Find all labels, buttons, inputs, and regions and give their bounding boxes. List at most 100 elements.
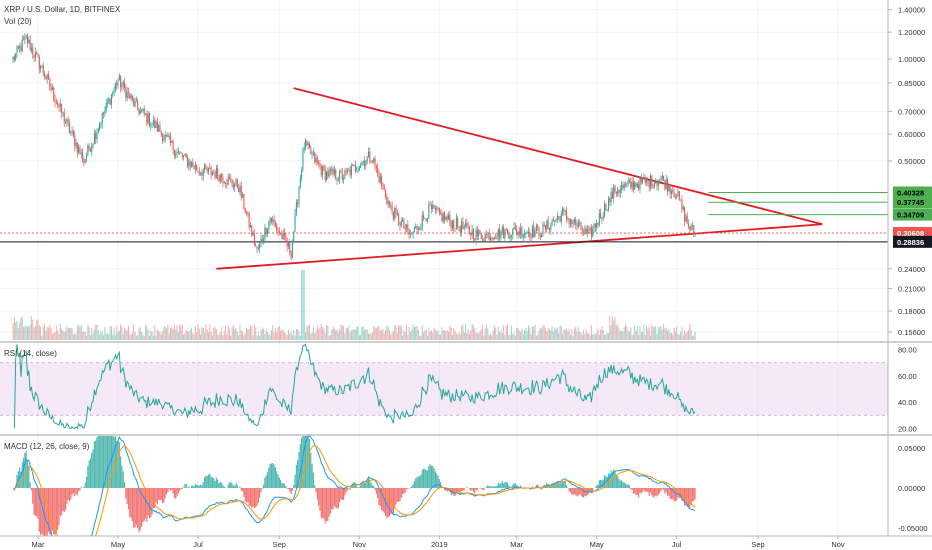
macd-histogram-bar	[425, 470, 427, 488]
macd-histogram-bar	[369, 479, 371, 488]
macd-histogram-bar	[256, 488, 258, 506]
candle-body	[72, 130, 74, 136]
macd-histogram-bar	[49, 488, 51, 535]
candle-body	[516, 229, 518, 235]
volume-bar	[295, 328, 297, 340]
candle-body	[278, 231, 280, 234]
candle-body	[277, 230, 279, 232]
candle-body	[602, 215, 604, 219]
candle-body	[285, 235, 287, 242]
macd-histogram-bar	[150, 488, 152, 518]
candle-body	[84, 159, 86, 163]
volume-bar	[455, 333, 457, 340]
macd-histogram-bar	[79, 488, 81, 491]
volume-bar	[173, 324, 175, 340]
macd-histogram-bar	[257, 488, 259, 503]
volume-bar	[655, 325, 657, 340]
volume-bar	[17, 327, 19, 340]
volume-bar	[468, 333, 470, 340]
volume-bar	[343, 326, 345, 340]
volume-bar	[360, 334, 362, 340]
volume-bar	[632, 334, 634, 340]
candle-body	[76, 142, 78, 153]
volume-bar	[408, 326, 410, 340]
volume-bar	[110, 326, 112, 340]
volume-bar	[86, 335, 88, 340]
macd-histogram-bar	[92, 449, 94, 488]
candle-body	[105, 102, 107, 111]
macd-histogram-bar	[316, 488, 318, 500]
volume-bar	[403, 329, 405, 340]
volume-bar	[691, 335, 693, 340]
candle-body	[451, 220, 453, 229]
macd-histogram-bar	[382, 488, 384, 512]
candle-body	[218, 176, 220, 182]
volume-bar	[362, 326, 364, 340]
volume-bar	[526, 331, 528, 340]
macd-histogram-bar	[29, 482, 31, 488]
volume-bar	[471, 324, 473, 340]
volume-bar	[686, 331, 688, 340]
candle-body	[103, 112, 105, 114]
candle-body	[302, 149, 304, 171]
candle-body	[101, 112, 103, 124]
volume-bar	[640, 331, 642, 340]
candle-body	[21, 39, 23, 52]
volume-bar	[676, 326, 678, 340]
candle-body	[543, 224, 545, 226]
macd-histogram-bar	[88, 460, 90, 488]
volume-bar	[131, 332, 133, 340]
volume-bar	[117, 331, 119, 340]
macd-histogram-bar	[335, 488, 337, 508]
macd-histogram-bar	[230, 481, 232, 488]
macd-histogram-bar	[235, 483, 237, 488]
price-tag	[893, 186, 932, 199]
candle-body	[236, 179, 238, 189]
volume-bar	[91, 327, 93, 340]
macd-histogram-bar	[579, 488, 581, 495]
candle-body	[335, 169, 337, 180]
volume-bar	[369, 333, 371, 340]
volume-bar	[58, 333, 60, 340]
candle-body	[437, 207, 439, 209]
candle-body	[54, 99, 56, 103]
volume-bar	[545, 328, 547, 340]
volume-bar	[344, 333, 346, 340]
candle-body	[527, 232, 530, 233]
volume-bar	[508, 334, 510, 340]
macd-histogram-bar	[171, 488, 173, 490]
macd-histogram-bar	[192, 485, 194, 488]
candle-body	[506, 229, 509, 233]
candle-body	[188, 161, 190, 167]
candle-body	[500, 232, 502, 239]
candle-body	[358, 167, 360, 171]
volume-bar	[329, 334, 331, 340]
macd-histogram-bar	[508, 485, 510, 488]
macd-histogram-bar	[110, 436, 113, 488]
macd-histogram-bar	[85, 476, 88, 488]
volume-bar	[419, 335, 421, 340]
volume-bar	[556, 327, 558, 340]
candle-body	[328, 169, 330, 177]
candle-body	[287, 242, 290, 247]
macd-histogram-bar	[260, 488, 262, 493]
volume-bar	[214, 326, 216, 340]
volume-bar	[298, 330, 300, 340]
candle-body	[576, 224, 578, 228]
candle-body	[453, 220, 455, 229]
volume-bar	[331, 329, 333, 340]
candle-body	[268, 221, 270, 230]
candle-body	[373, 158, 375, 163]
macd-histogram-bar	[108, 436, 110, 488]
macd-histogram-bar	[209, 473, 211, 488]
candle-body	[579, 222, 581, 223]
volume-bar	[436, 331, 438, 340]
macd-histogram-bar	[207, 474, 210, 488]
candle-body	[159, 125, 161, 133]
macd-histogram-bar	[657, 488, 659, 496]
volume-bar	[211, 335, 213, 340]
candle-body	[501, 227, 503, 233]
volume-bar	[463, 332, 465, 340]
volume-bar	[247, 329, 249, 340]
